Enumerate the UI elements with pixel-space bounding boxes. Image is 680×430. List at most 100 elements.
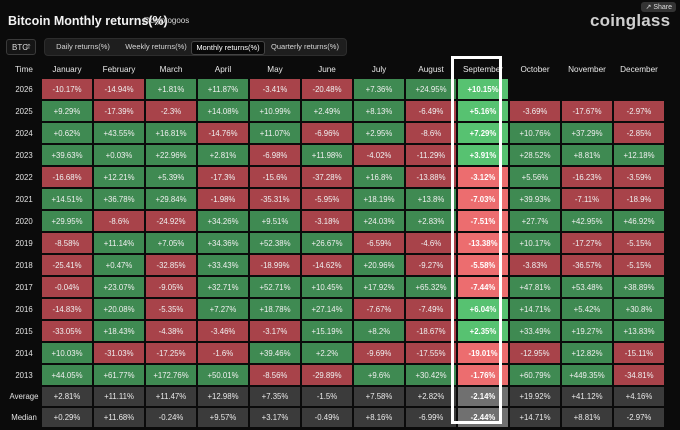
return-cell: +33.49% xyxy=(510,321,560,341)
return-cell: +29.95% xyxy=(42,211,92,231)
return-cell: +10.99% xyxy=(250,101,300,121)
tab-quarterly-returns[interactable]: Quarterly returns(%) xyxy=(271,42,339,51)
return-cell: +52.71% xyxy=(250,277,300,297)
return-cell: +11.14% xyxy=(94,233,144,253)
header: Bitcoin Monthly returns(%) @cryptogoos c… xyxy=(0,0,680,36)
return-cell: +7.05% xyxy=(146,233,196,253)
return-cell: -17.67% xyxy=(562,101,612,121)
year-label: 2015 xyxy=(15,326,33,336)
asset-select[interactable]: BTC ⇵ xyxy=(6,39,36,55)
return-cell: -14.94% xyxy=(94,79,144,99)
return-cell: -14.83% xyxy=(42,299,92,319)
return-cell: +11.68% xyxy=(94,408,144,427)
month-header: December xyxy=(620,64,658,74)
year-label: 2020 xyxy=(15,216,33,226)
table-row: 2013 +44.05% +61.77% +172.76% +50.01% -8.56% -… xyxy=(8,365,664,385)
return-cell: -17.27% xyxy=(562,233,612,253)
return-cell: +34.36% xyxy=(198,233,248,253)
return-cell: -7.03% xyxy=(458,189,508,209)
return-cell: +29.84% xyxy=(146,189,196,209)
return-cell: +2.35% xyxy=(458,321,508,341)
month-header: March xyxy=(159,64,183,74)
return-cell: +10.45% xyxy=(302,277,352,297)
return-cell: -2.14% xyxy=(458,387,508,406)
return-cell: -6.49% xyxy=(406,101,456,121)
monthly-returns-table: Time January February March April May June July… xyxy=(6,59,666,429)
return-cell: -13.88% xyxy=(406,167,456,187)
return-cell: +14.51% xyxy=(42,189,92,209)
page-title: Bitcoin Monthly returns(%) xyxy=(8,14,168,28)
return-cell: +7.29% xyxy=(458,123,508,143)
tab-weekly-returns[interactable]: Weekly returns(%) xyxy=(125,42,187,51)
return-cell: -4.6% xyxy=(406,233,456,253)
return-cell: -32.85% xyxy=(146,255,196,275)
return-cell: -5.15% xyxy=(614,233,664,253)
month-header: February xyxy=(102,64,136,74)
return-cell: -2.97% xyxy=(614,408,664,427)
return-cell: -9.05% xyxy=(146,277,196,297)
return-cell: +8.16% xyxy=(354,408,404,427)
return-cell: -1.5% xyxy=(302,387,352,406)
return-cell: +12.21% xyxy=(94,167,144,187)
return-cell: -9.69% xyxy=(354,343,404,363)
return-cell: +26.67% xyxy=(302,233,352,253)
share-button[interactable]: ↗ Share xyxy=(641,2,676,12)
table-row: 2014 +10.03% -31.03% -17.25% -1.6% +39.46% +2.… xyxy=(8,343,664,363)
return-cell: +37.29% xyxy=(562,123,612,143)
author-handle: @cryptogoos xyxy=(142,16,190,25)
return-cell: +12.98% xyxy=(198,387,248,406)
return-cell: +3.91% xyxy=(458,145,508,165)
return-cell: +2.83% xyxy=(406,211,456,231)
stat-row: Median +0.29% +11.68% -0.24% +9.57% +3.17% -0.… xyxy=(8,408,664,427)
return-cell: +11.11% xyxy=(94,387,144,406)
month-header: June xyxy=(318,64,336,74)
tab-monthly-returns[interactable]: Monthly returns(%) xyxy=(191,41,265,55)
return-cell: +9.57% xyxy=(198,408,248,427)
return-cell: +11.87% xyxy=(198,79,248,99)
stat-label: Median xyxy=(11,413,37,422)
table-row: 2026 -10.17% -14.94% +1.81% +11.87% -3.41% -20… xyxy=(8,79,664,99)
return-cell: +449.35% xyxy=(562,365,612,385)
return-cell: +1.81% xyxy=(146,79,196,99)
return-cell: -3.12% xyxy=(458,167,508,187)
month-header: May xyxy=(267,64,283,74)
return-cell: -34.81% xyxy=(614,365,664,385)
table-row: 2025 +9.29% -17.39% -2.3% +14.08% +10.99% +2.4… xyxy=(8,101,664,121)
return-cell: +2.95% xyxy=(354,123,404,143)
return-cell: -17.55% xyxy=(406,343,456,363)
return-cell: +0.47% xyxy=(94,255,144,275)
return-cell: +7.27% xyxy=(198,299,248,319)
return-cell: -6.98% xyxy=(250,145,300,165)
return-cell: -5.58% xyxy=(458,255,508,275)
return-cell: +10.76% xyxy=(510,123,560,143)
return-cell: +5.56% xyxy=(510,167,560,187)
year-label: 2023 xyxy=(15,150,33,160)
return-cell: -6.99% xyxy=(406,408,456,427)
year-label: 2026 xyxy=(15,84,33,94)
return-cell: -1.76% xyxy=(458,365,508,385)
year-label: 2018 xyxy=(15,260,33,270)
return-cell: -4.38% xyxy=(146,321,196,341)
tab-daily-returns[interactable]: Daily returns(%) xyxy=(56,42,110,51)
return-cell: -4.02% xyxy=(354,145,404,165)
return-cell: -1.98% xyxy=(198,189,248,209)
return-cell: -7.11% xyxy=(562,189,612,209)
return-cell: +16.8% xyxy=(354,167,404,187)
return-cell: +38.89% xyxy=(614,277,664,297)
return-cell: +41.12% xyxy=(562,387,612,406)
return-cell: -8.6% xyxy=(406,123,456,143)
year-label: 2017 xyxy=(15,282,33,292)
return-cell: -17.39% xyxy=(94,101,144,121)
return-cell: -2.3% xyxy=(146,101,196,121)
return-cell: -15.11% xyxy=(614,343,664,363)
returns-tabs: Daily returns(%) Weekly returns(%) Month… xyxy=(44,38,347,56)
return-cell: -7.51% xyxy=(458,211,508,231)
time-column-header: Time xyxy=(15,64,33,74)
return-cell: -3.17% xyxy=(250,321,300,341)
return-cell: -5.35% xyxy=(146,299,196,319)
table-row: 2022 -16.68% +12.21% +5.39% -17.3% -15.6% -37.… xyxy=(8,167,664,187)
return-cell: +13.83% xyxy=(614,321,664,341)
month-header: April xyxy=(214,64,232,74)
return-cell: -12.95% xyxy=(510,343,560,363)
table-row: 2015 -33.05% +18.43% -4.38% -3.46% -3.17% +15.… xyxy=(8,321,664,341)
